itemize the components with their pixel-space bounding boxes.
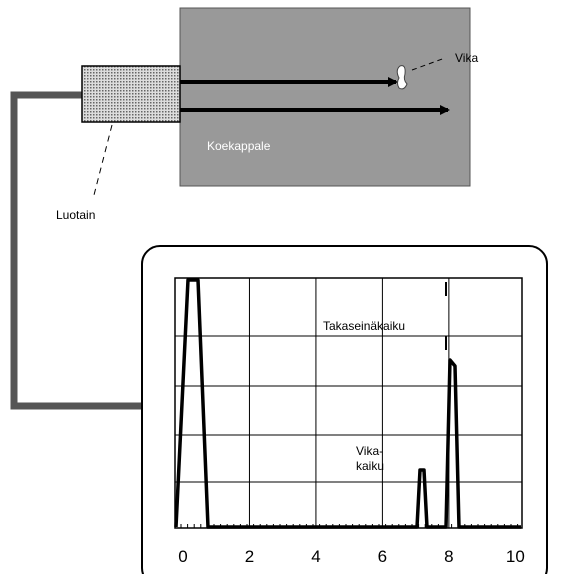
back-echo-label: Takaseinäkaiku [323, 319, 405, 333]
specimen [179, 7, 471, 187]
x-tick-label: 2 [245, 547, 254, 566]
x-tick-label: 6 [378, 547, 387, 566]
flaw-echo-label: kaiku [356, 459, 384, 473]
pointer-line [93, 124, 113, 196]
cable [10, 91, 143, 410]
flaw [396, 65, 408, 90]
signal-trace [174, 278, 521, 529]
x-tick-label: 10 [506, 547, 525, 566]
probe-label: Luotain [56, 208, 95, 222]
flaw-echo-label: Vika- [356, 444, 383, 458]
pointer-line [411, 57, 446, 71]
x-tick-label: 0 [178, 547, 187, 566]
x-tick-label: 4 [311, 547, 320, 566]
flaw-label: Vika [455, 51, 478, 65]
plot-frame [174, 277, 523, 529]
probe [81, 65, 181, 123]
specimen-label: Koekappale [207, 139, 271, 153]
x-tick-label: 8 [444, 547, 453, 566]
grid [175, 335, 522, 483]
